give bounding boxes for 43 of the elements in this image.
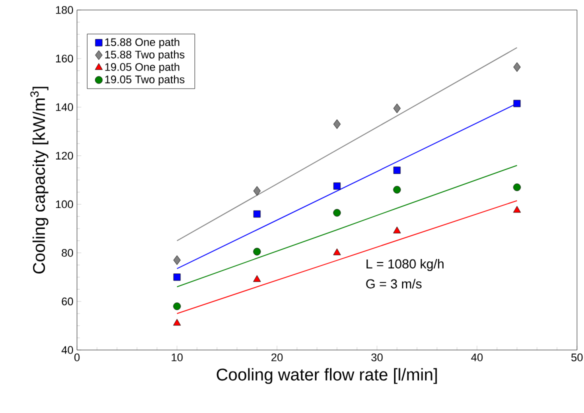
x-tick-label: 50 bbox=[571, 354, 583, 362]
point bbox=[333, 208, 341, 217]
point bbox=[513, 100, 521, 108]
y-tick-label: 40 bbox=[62, 346, 74, 354]
legend-label: 19.05 One path bbox=[105, 62, 180, 74]
annotation: G = 3 m/s bbox=[366, 278, 422, 288]
point bbox=[333, 182, 341, 190]
legend-label: 19.05 Two paths bbox=[105, 75, 184, 86]
legend-label: 15.88 One path bbox=[105, 38, 180, 48]
point bbox=[333, 248, 341, 256]
point bbox=[513, 62, 521, 72]
point bbox=[393, 104, 401, 114]
line-series bbox=[176, 164, 518, 288]
x-axis-title: Cooling water flow rate [l/min] bbox=[216, 368, 437, 384]
y-tick-label: 180 bbox=[56, 6, 74, 14]
x-tick-label: 30 bbox=[371, 354, 383, 362]
y-tick-label: 100 bbox=[56, 200, 74, 208]
point bbox=[173, 302, 181, 310]
y-tick-label: 120 bbox=[56, 152, 74, 160]
point bbox=[513, 183, 521, 192]
x-tick-label: 0 bbox=[74, 354, 80, 362]
y-tick-label: 160 bbox=[56, 54, 74, 62]
y-tick-label: 140 bbox=[56, 103, 74, 112]
y-tick-label: 80 bbox=[62, 248, 74, 257]
point bbox=[333, 119, 341, 129]
y-tick-label: 60 bbox=[62, 298, 74, 306]
point bbox=[393, 226, 401, 234]
point bbox=[253, 210, 261, 218]
point bbox=[173, 318, 181, 326]
point bbox=[253, 248, 261, 256]
point bbox=[253, 186, 261, 196]
annotation: L = 1080 kg/h bbox=[366, 258, 444, 272]
x-tick-label: 10 bbox=[172, 354, 183, 362]
point bbox=[393, 166, 401, 174]
legend-label: 15.88 Two paths bbox=[105, 50, 184, 61]
point bbox=[513, 206, 521, 213]
x-tick-label: 40 bbox=[471, 354, 483, 362]
point bbox=[253, 275, 261, 282]
x-tick-label: 20 bbox=[271, 354, 283, 362]
point bbox=[173, 255, 181, 265]
point bbox=[393, 186, 401, 194]
point bbox=[173, 274, 181, 281]
y-axis-title: Cooling capacity [kW/m$^{3}$] bbox=[30, 86, 48, 274]
